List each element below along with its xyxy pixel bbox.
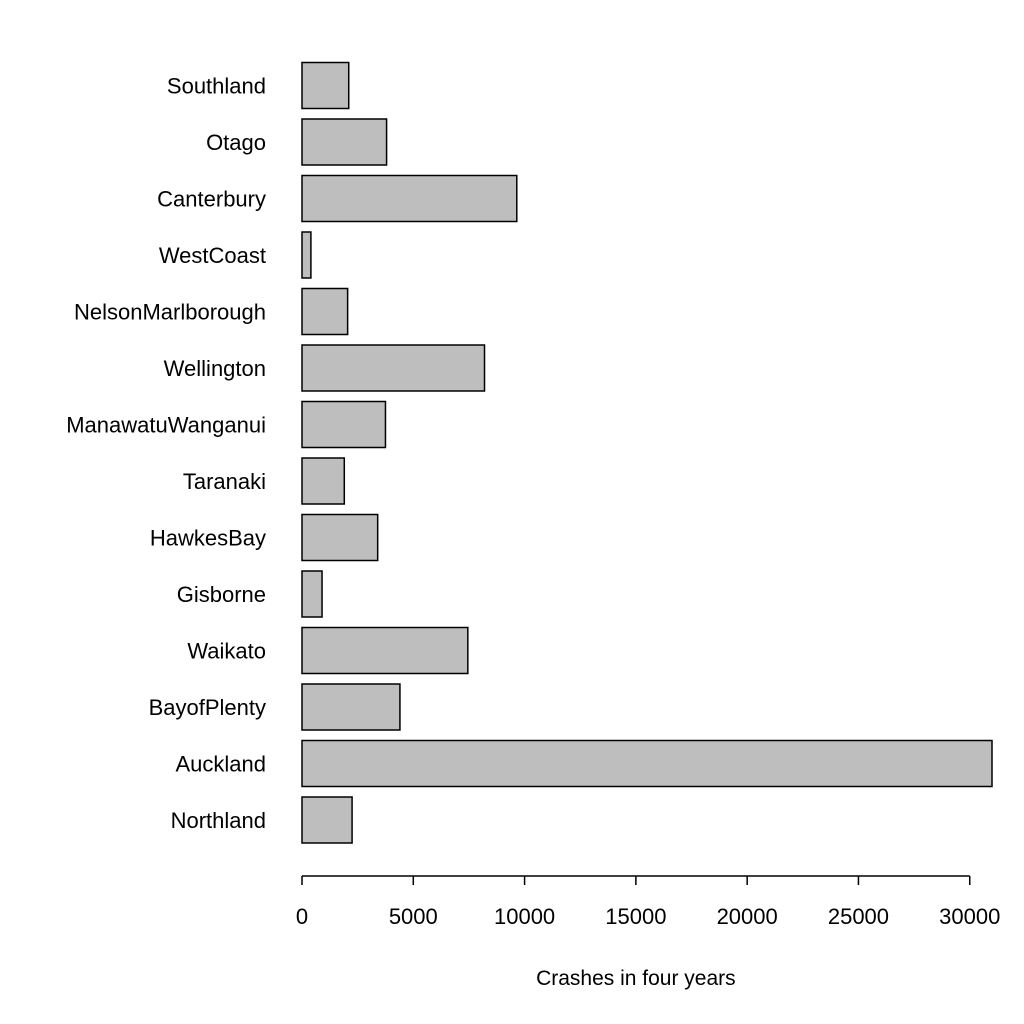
category-label-canterbury: Canterbury (157, 187, 266, 212)
category-label-westcoast: WestCoast (159, 243, 266, 268)
category-label-bayofplenty: BayofPlenty (149, 695, 266, 720)
category-label-nelsonmarlborough: NelsonMarlborough (74, 300, 266, 325)
category-label-wellington: Wellington (164, 356, 266, 381)
category-label-waikato: Waikato (187, 639, 266, 664)
x-tick-label-10000: 10000 (494, 904, 555, 929)
x-tick-label-0: 0 (296, 904, 308, 929)
bar-southland (301, 61, 350, 110)
category-label-auckland: Auckland (175, 752, 266, 777)
category-label-hawkesbay: HawkesBay (150, 526, 266, 551)
bar-auckland (301, 739, 993, 788)
bar-gisborne (301, 570, 323, 618)
category-label-manawatuwanganui: ManawatuWanganui (66, 413, 266, 438)
bar-taranaki (301, 457, 346, 505)
bar-northland (301, 796, 353, 844)
category-label-gisborne: Gisborne (177, 582, 266, 607)
x-tick-label-20000: 20000 (717, 904, 778, 929)
bar-manawatuwanganui (301, 400, 387, 449)
bar-westcoast (301, 231, 312, 279)
bar-nelsonmarlborough (301, 287, 349, 336)
x-axis-title: Crashes in four years (536, 967, 736, 990)
x-axis: 0 5000 10000 15000 20000 25000 30000 (296, 875, 1000, 929)
bar-waikato (301, 626, 469, 675)
x-tick-label-25000: 25000 (828, 904, 889, 929)
bar-bayofplenty (301, 683, 401, 731)
bar-canterbury (301, 174, 518, 223)
bar-hawkesbay (301, 513, 379, 562)
x-tick-label-5000: 5000 (389, 904, 438, 929)
category-label-taranaki: Taranaki (183, 469, 266, 494)
x-tick-label-15000: 15000 (605, 904, 666, 929)
bar-otago (301, 118, 388, 166)
category-label-northland: Northland (171, 808, 266, 833)
bar-wellington (301, 344, 486, 392)
category-label-southland: Southland (167, 74, 266, 99)
category-label-otago: Otago (206, 130, 266, 155)
bars-group (301, 61, 993, 844)
category-labels: Northland Auckland BayofPlenty Waikato Gisbo… (66, 74, 266, 834)
x-tick-label-30000: 30000 (939, 904, 1000, 929)
